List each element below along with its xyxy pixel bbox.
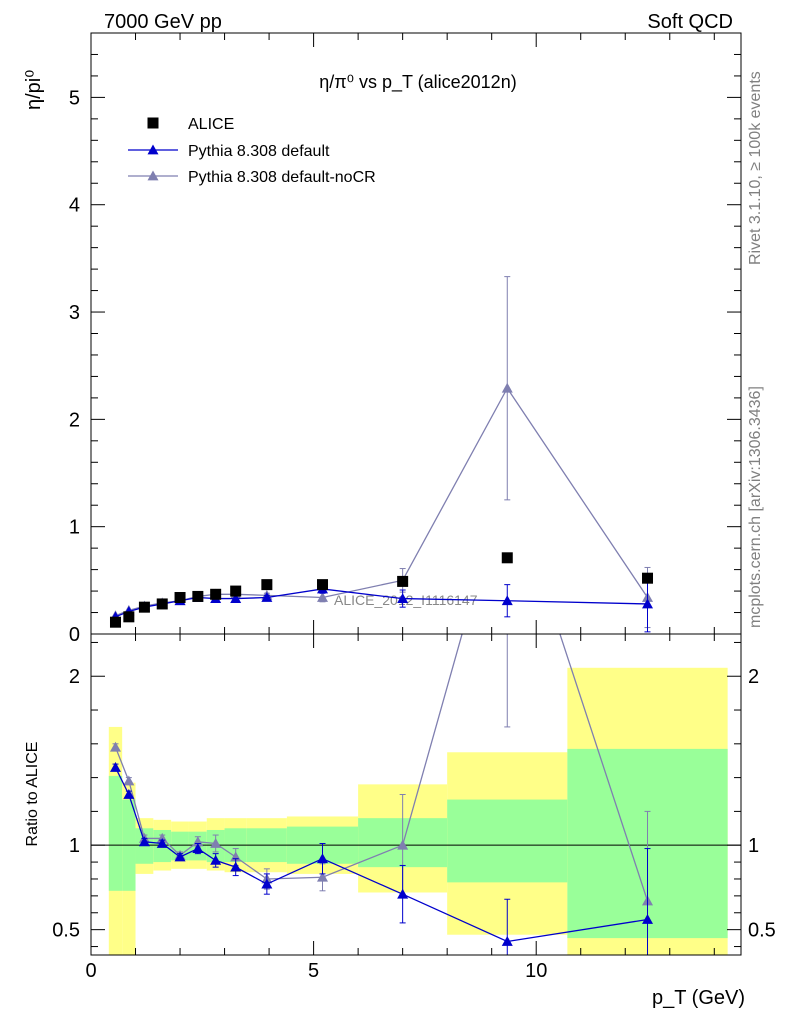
marker-default xyxy=(642,598,654,609)
legend-entry-1: ALICE xyxy=(188,116,234,133)
series-line-nocr xyxy=(115,386,649,617)
x-tick-label: 10 xyxy=(525,960,547,982)
legend-marker-3 xyxy=(147,170,159,181)
legend-marker-alice xyxy=(147,117,159,129)
y-tick-label-top: 2 xyxy=(69,409,80,431)
axes-layer: 0 1 2 3 4 5 0.5 0.5 1 1 2 2 0 5 10 xyxy=(52,32,776,982)
marker-default xyxy=(397,593,409,603)
ratio-marker-default xyxy=(109,761,121,772)
ratio-marker-default xyxy=(210,854,222,865)
y-tick-label-bottom: 0.5 xyxy=(52,920,80,942)
bottom-panel-frame xyxy=(90,633,742,956)
marker-alice xyxy=(501,552,513,564)
y-tick-label-top: 4 xyxy=(69,195,80,217)
marker-alice xyxy=(192,590,204,602)
header-left: 7000 GeV pp xyxy=(104,11,222,33)
ratio-marker-default xyxy=(138,836,150,847)
marker-default xyxy=(501,595,513,606)
y-tick-label-bottom-right: 1 xyxy=(748,835,759,857)
ratio-marker-nocr xyxy=(397,839,409,850)
marker-alice xyxy=(123,611,135,623)
ratio-marker-default xyxy=(642,914,654,924)
ratio-marker-nocr xyxy=(317,871,329,882)
y-tick-label-bottom-right: 0.5 xyxy=(748,920,776,942)
marker-nocr xyxy=(501,382,513,393)
ratio-marker-default xyxy=(192,843,204,853)
ratio-marker-default xyxy=(230,861,242,872)
side-rivet-label: Rivet 3.1.10, ≥ 100k events xyxy=(747,71,764,265)
ratio-marker-nocr xyxy=(123,775,135,786)
bottom-y-axis-label: Ratio to ALICE xyxy=(24,742,41,847)
x-axis-label: p_T (GeV) xyxy=(652,987,745,1009)
legend-entry-2: Pythia 8.308 default xyxy=(188,143,330,160)
ratio-marker-default xyxy=(123,789,135,799)
y-tick-label-bottom: 2 xyxy=(69,666,80,688)
ratio-band-inner xyxy=(108,775,123,891)
marker-alice xyxy=(230,585,242,597)
top-panel-title: η/π⁰ vs p_T (alice2012n) xyxy=(319,72,516,93)
legend-marker-2 xyxy=(147,144,159,155)
ratio-marker-default xyxy=(174,851,186,862)
legend-entry-3: Pythia 8.308 default-noCR xyxy=(188,169,376,186)
marker-alice xyxy=(642,572,654,584)
marker-alice xyxy=(156,598,168,610)
top-panel-plot-layer xyxy=(109,276,654,633)
bottom-panel-bands-layer xyxy=(91,667,741,955)
marker-alice xyxy=(138,601,150,613)
ratio-marker-default xyxy=(397,888,409,899)
ratio-marker-default xyxy=(156,837,168,848)
marker-default xyxy=(261,592,273,602)
header-right: Soft QCD xyxy=(647,11,733,33)
marker-nocr xyxy=(317,592,329,602)
y-tick-label-top: 0 xyxy=(69,624,80,646)
y-tick-label-bottom-right: 2 xyxy=(748,666,759,688)
x-tick-label: 0 xyxy=(85,960,96,982)
top-y-axis-label: η/pi⁰ xyxy=(23,70,45,110)
ratio-marker-default xyxy=(261,878,273,889)
side-mcplots-label: mcplots.cern.ch [arXiv:1306.3436] xyxy=(747,386,764,628)
marker-alice xyxy=(109,616,121,628)
marker-alice xyxy=(174,592,186,604)
y-tick-label-top: 3 xyxy=(69,302,80,324)
legend: ALICE Pythia 8.308 default Pythia 8.308 de… xyxy=(128,116,376,186)
ratio-marker-default xyxy=(317,853,329,864)
ratio-marker-default xyxy=(501,935,513,946)
marker-alice xyxy=(261,579,273,591)
marker-alice xyxy=(397,575,409,587)
marker-default xyxy=(230,593,242,603)
x-tick-label: 5 xyxy=(308,960,319,982)
ratio-marker-nocr xyxy=(109,741,121,752)
ratio-marker-nocr xyxy=(210,837,222,848)
marker-alice xyxy=(317,579,329,591)
ratio-band-inner xyxy=(447,799,568,883)
bottom-panel-plot-layer xyxy=(109,634,654,955)
y-tick-label-top: 5 xyxy=(69,87,80,109)
y-tick-label-bottom: 1 xyxy=(69,835,80,857)
y-tick-label-top: 1 xyxy=(69,517,80,539)
marker-alice xyxy=(210,588,222,600)
